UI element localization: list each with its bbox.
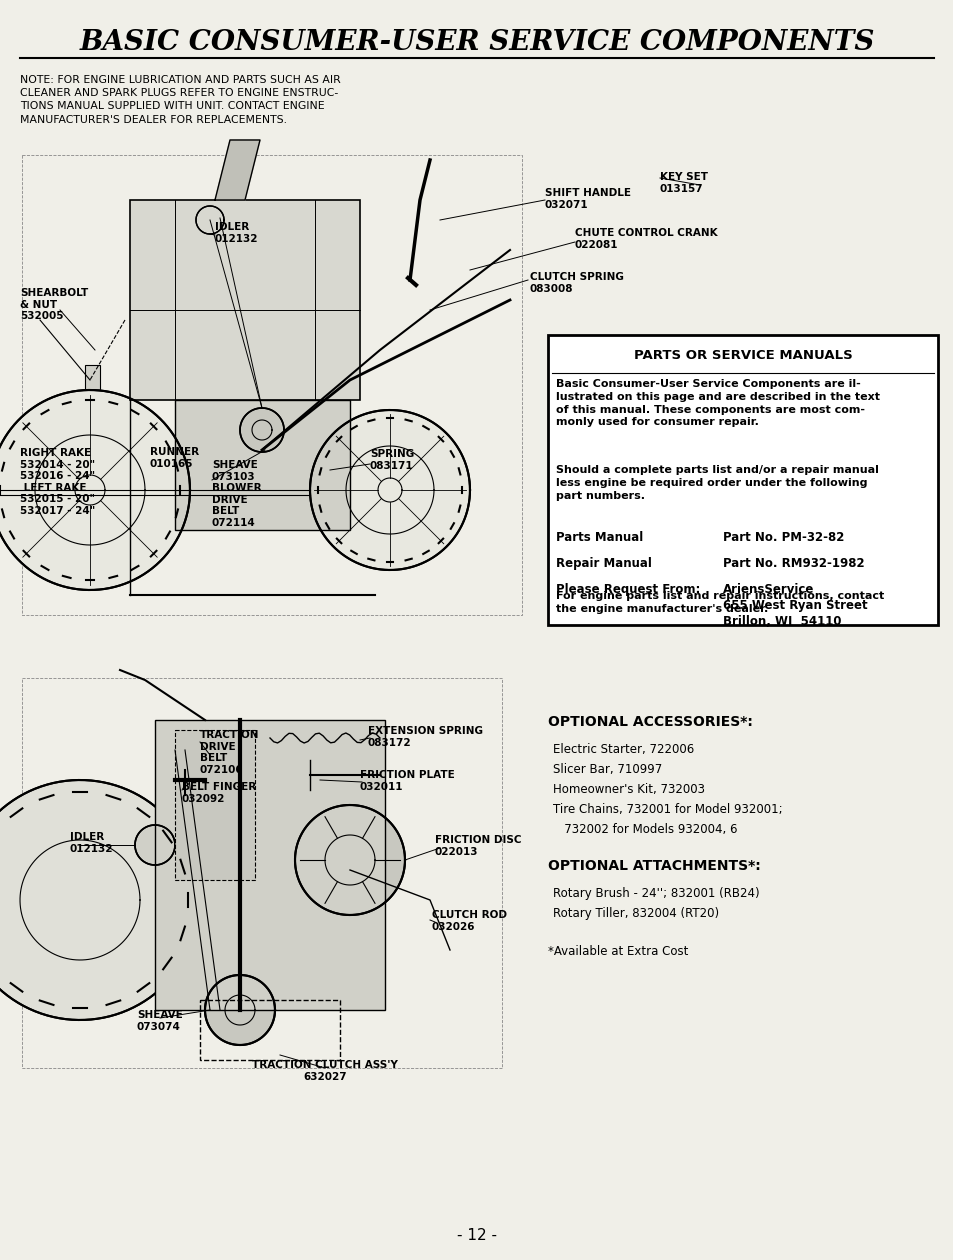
Text: TRACTION
DRIVE
BELT
072106: TRACTION DRIVE BELT 072106 xyxy=(200,730,259,775)
Text: IDLER
012132: IDLER 012132 xyxy=(214,222,258,243)
Polygon shape xyxy=(205,975,274,1045)
Text: CLUTCH ROD
032026: CLUTCH ROD 032026 xyxy=(432,910,506,931)
Text: Rotary Tiller, 832004 (RT20): Rotary Tiller, 832004 (RT20) xyxy=(553,907,719,920)
Text: Electric Starter, 722006: Electric Starter, 722006 xyxy=(553,743,694,756)
Bar xyxy=(85,365,100,391)
Text: IDLER
012132: IDLER 012132 xyxy=(70,832,113,853)
Text: Homeowner's Kit, 732003: Homeowner's Kit, 732003 xyxy=(553,782,704,796)
Text: Tire Chains, 732001 for Model 932001;: Tire Chains, 732001 for Model 932001; xyxy=(553,803,781,816)
Text: SHEARBOLT
& NUT
532005: SHEARBOLT & NUT 532005 xyxy=(20,289,89,321)
Text: 732002 for Models 932004, 6: 732002 for Models 932004, 6 xyxy=(553,823,737,835)
Text: Should a complete parts list and/or a repair manual
less engine be required orde: Should a complete parts list and/or a re… xyxy=(556,465,878,500)
Text: - 12 -: - 12 - xyxy=(456,1227,497,1242)
Polygon shape xyxy=(240,408,284,452)
Text: SHEAVE
073103
BLOWER
DRIVE
BELT
072114: SHEAVE 073103 BLOWER DRIVE BELT 072114 xyxy=(212,460,261,528)
Bar xyxy=(174,730,254,879)
Text: *Available at Extra Cost: *Available at Extra Cost xyxy=(547,945,688,958)
Bar xyxy=(174,399,350,530)
Text: SPRING
083171: SPRING 083171 xyxy=(370,449,414,470)
Bar xyxy=(547,335,937,625)
Polygon shape xyxy=(294,805,405,915)
Text: Brillon, WI  54110: Brillon, WI 54110 xyxy=(722,615,841,627)
Text: CHUTE CONTROL CRANK
022081: CHUTE CONTROL CRANK 022081 xyxy=(575,228,717,249)
Polygon shape xyxy=(310,410,470,570)
Text: Basic Consumer-User Service Components are il-
lustrated on this page and are de: Basic Consumer-User Service Components a… xyxy=(556,379,879,427)
Text: KEY SET
013157: KEY SET 013157 xyxy=(659,173,707,194)
Text: EXTENSION SPRING
083172: EXTENSION SPRING 083172 xyxy=(368,726,482,747)
Text: CLUTCH SPRING
083008: CLUTCH SPRING 083008 xyxy=(530,272,623,294)
Text: RIGHT RAKE
532014 - 20"
532016 - 24"
 LEFT RAKE
532015 - 20"
532017 - 24": RIGHT RAKE 532014 - 20" 532016 - 24" LEF… xyxy=(20,449,95,517)
Bar xyxy=(200,1000,339,1060)
Text: AriensService: AriensService xyxy=(722,583,814,596)
Text: NOTE: FOR ENGINE LUBRICATION AND PARTS SUCH AS AIR
CLEANER AND SPARK PLUGS REFER: NOTE: FOR ENGINE LUBRICATION AND PARTS S… xyxy=(20,76,340,125)
Text: RUNNER
010165: RUNNER 010165 xyxy=(150,447,199,469)
Bar xyxy=(154,719,385,1011)
Polygon shape xyxy=(0,780,200,1021)
Text: Rotary Brush - 24''; 832001 (RB24): Rotary Brush - 24''; 832001 (RB24) xyxy=(553,887,759,900)
Text: Part No. RM932-1982: Part No. RM932-1982 xyxy=(722,557,863,570)
Text: FRICTION PLATE
032011: FRICTION PLATE 032011 xyxy=(359,770,455,791)
Text: FRICTION DISC
022013: FRICTION DISC 022013 xyxy=(435,835,521,857)
Text: OPTIONAL ACCESSORIES*:: OPTIONAL ACCESSORIES*: xyxy=(547,714,752,730)
Text: OPTIONAL ATTACHMENTS*:: OPTIONAL ATTACHMENTS*: xyxy=(547,859,760,873)
Text: Please Request From:: Please Request From: xyxy=(556,583,700,596)
Text: SHEAVE
073074: SHEAVE 073074 xyxy=(137,1011,183,1032)
Text: BELT FINGER
032092: BELT FINGER 032092 xyxy=(182,782,256,804)
Text: Repair Manual: Repair Manual xyxy=(556,557,651,570)
Text: TRACTION CLUTCH ASS'Y
632027: TRACTION CLUTCH ASS'Y 632027 xyxy=(252,1060,397,1081)
Text: Part No. PM-32-82: Part No. PM-32-82 xyxy=(722,530,843,544)
Text: BASIC CONSUMER-USER SERVICE COMPONENTS: BASIC CONSUMER-USER SERVICE COMPONENTS xyxy=(79,29,874,55)
Polygon shape xyxy=(135,825,174,866)
Text: Parts Manual: Parts Manual xyxy=(556,530,642,544)
Text: For engine parts list and repair instructions, contact
the engine manufacturer's: For engine parts list and repair instruc… xyxy=(556,591,883,614)
Bar xyxy=(22,155,521,615)
Text: SHIFT HANDLE
032071: SHIFT HANDLE 032071 xyxy=(544,188,630,209)
Bar xyxy=(22,678,501,1068)
Polygon shape xyxy=(214,140,260,200)
Text: Slicer Bar, 710997: Slicer Bar, 710997 xyxy=(553,764,661,776)
Text: PARTS OR SERVICE MANUALS: PARTS OR SERVICE MANUALS xyxy=(633,349,851,362)
Polygon shape xyxy=(0,391,190,590)
Text: 655 West Ryan Street: 655 West Ryan Street xyxy=(722,598,866,612)
Bar xyxy=(130,200,359,399)
Polygon shape xyxy=(195,205,224,234)
